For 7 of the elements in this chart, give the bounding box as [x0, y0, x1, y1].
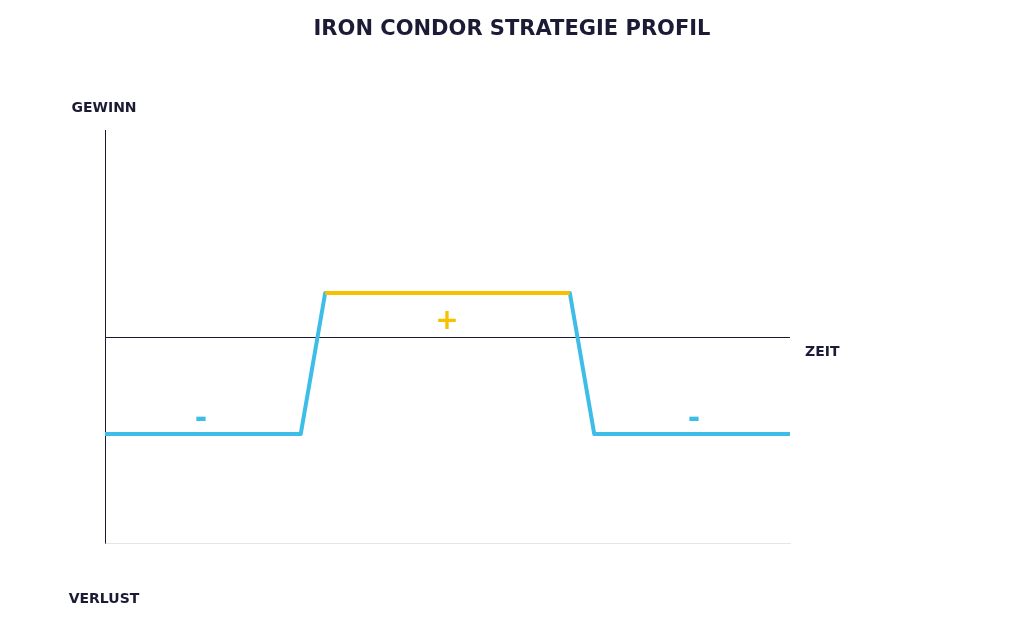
annotation: - — [194, 400, 208, 435]
annotation: + — [435, 303, 459, 336]
chart-title: IRON CONDOR STRATEGIE PROFIL — [313, 16, 711, 40]
text: GEWINN — [71, 99, 137, 115]
x-axis-title: ZEIT — [805, 343, 840, 359]
text: VERLUST — [68, 590, 140, 606]
annotation: - — [687, 400, 701, 435]
